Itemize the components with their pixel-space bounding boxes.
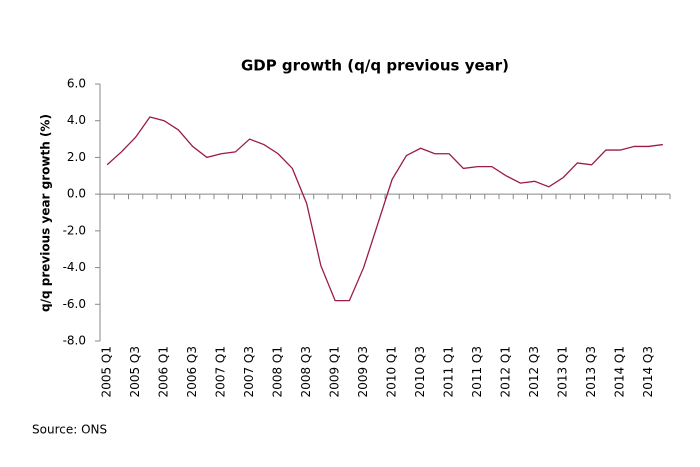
x-tick-label: 2014 Q1 [613, 346, 627, 397]
x-tick-label: 2013 Q1 [556, 346, 570, 397]
x-tick-label: 2005 Q1 [100, 346, 114, 397]
x-tick-label: 2011 Q3 [470, 346, 484, 397]
x-tick-label: 2010 Q3 [413, 346, 427, 397]
y-tick-label: -2.0 [63, 223, 86, 237]
x-tick-label: 2013 Q3 [584, 346, 598, 397]
y-tick-label: -8.0 [63, 334, 86, 348]
x-tick-label: 2006 Q1 [157, 346, 171, 397]
x-tick-label: 2007 Q3 [242, 346, 256, 397]
chart-title: GDP growth (q/q previous year) [241, 57, 509, 75]
x-tick-label: 2006 Q3 [185, 346, 199, 397]
y-tick-label: 6.0 [67, 77, 86, 91]
x-tick-label: 2012 Q1 [499, 346, 513, 397]
x-tick-label: 2009 Q1 [328, 346, 342, 397]
x-tick-label: 2008 Q1 [271, 346, 285, 397]
x-tick-label: 2005 Q3 [128, 346, 142, 397]
y-tick-label: -4.0 [63, 260, 86, 274]
y-axis-label: q/q previous year growth (%) [39, 114, 53, 312]
y-tick-label: -6.0 [63, 297, 86, 311]
source-note: Source: ONS [32, 423, 107, 437]
x-tick-label: 2010 Q1 [385, 346, 399, 397]
x-tick-label: 2009 Q3 [356, 346, 370, 397]
x-tick-label: 2008 Q3 [299, 346, 313, 397]
y-tick-label: 0.0 [67, 187, 86, 201]
y-tick-label: 4.0 [67, 113, 86, 127]
x-tick-label: 2012 Q3 [527, 346, 541, 397]
x-tick-label: 2011 Q1 [442, 346, 456, 397]
x-tick-label: 2014 Q3 [641, 346, 655, 397]
data-line [106, 116, 663, 302]
x-tick-label: 2007 Q1 [214, 346, 228, 397]
y-tick-label: 2.0 [67, 150, 86, 164]
